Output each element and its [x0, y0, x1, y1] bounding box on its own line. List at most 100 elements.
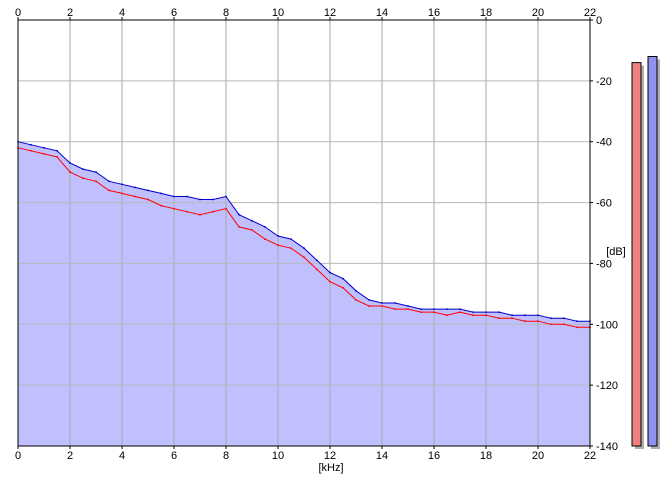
data-point — [251, 219, 253, 222]
axes-layer — [17, 19, 591, 447]
data-point — [550, 317, 552, 320]
data-point — [446, 314, 448, 317]
data-point — [56, 156, 58, 158]
data-point — [173, 207, 175, 210]
spectrum-fill-area — [18, 141, 590, 446]
data-point — [43, 153, 45, 155]
x-tick-label-bottom: 10 — [272, 450, 284, 462]
data-point — [511, 314, 513, 317]
data-point — [498, 317, 500, 320]
data-point — [316, 268, 318, 271]
data-point — [368, 299, 370, 301]
data-point — [498, 311, 500, 313]
data-point — [238, 213, 240, 216]
data-point — [368, 305, 370, 307]
data-point — [511, 317, 513, 320]
x-tick-label-top: 6 — [171, 7, 177, 19]
data-point — [576, 326, 578, 329]
data-point — [95, 171, 97, 174]
x-tick-label-bottom: 0 — [15, 450, 21, 462]
data-point — [407, 308, 409, 310]
data-point — [563, 323, 565, 326]
data-point — [537, 320, 539, 323]
x-tick-label-bottom: 14 — [376, 450, 388, 462]
data-point — [472, 314, 474, 317]
data-point — [134, 186, 136, 189]
data-point — [394, 302, 396, 304]
x-tick-label-bottom: 18 — [480, 450, 492, 462]
data-point — [381, 302, 383, 304]
y-tick-label: -100 — [596, 319, 618, 331]
data-point — [381, 305, 383, 307]
tick-labels-layer: 002244668810101212141416161818202022220-… — [15, 7, 618, 462]
data-point — [277, 244, 279, 247]
data-point — [69, 162, 71, 164]
data-point — [160, 192, 162, 195]
spectrum-fill-layer — [18, 141, 590, 446]
data-point — [524, 320, 526, 323]
data-point — [303, 247, 305, 250]
data-point — [433, 308, 435, 310]
data-point — [108, 180, 110, 183]
level-meter-bar — [647, 56, 658, 447]
data-point — [225, 195, 227, 198]
x-tick-label-top: 20 — [532, 7, 544, 19]
x-tick-label-bottom: 2 — [67, 450, 73, 462]
data-point — [121, 183, 123, 186]
data-point — [329, 280, 331, 283]
x-tick-label-top: 12 — [324, 7, 336, 19]
data-point — [316, 259, 318, 262]
x-tick-label-top: 22 — [584, 7, 596, 19]
data-point — [199, 198, 201, 201]
x-tick-label-top: 14 — [376, 7, 388, 19]
data-point — [459, 311, 461, 313]
data-point — [43, 146, 45, 149]
data-point — [212, 198, 214, 201]
data-point — [329, 271, 331, 274]
x-tick-label-bottom: 22 — [584, 450, 596, 462]
data-point — [147, 198, 149, 201]
data-point — [108, 189, 110, 192]
level-meters — [631, 56, 660, 450]
data-point — [212, 210, 214, 213]
data-point — [30, 149, 32, 152]
data-point — [472, 311, 474, 313]
data-point — [446, 308, 448, 310]
data-point — [290, 247, 292, 250]
y-axis-label: [dB] — [606, 246, 626, 258]
data-point — [459, 308, 461, 310]
data-point — [420, 311, 422, 313]
y-tick-label: -40 — [596, 137, 612, 149]
data-point — [186, 195, 188, 198]
data-point — [121, 192, 123, 195]
data-point — [485, 314, 487, 317]
x-tick-label-top: 2 — [67, 7, 73, 19]
data-point — [537, 314, 539, 317]
data-point — [69, 171, 71, 174]
x-tick-label-bottom: 8 — [223, 450, 229, 462]
y-tick-label: -140 — [596, 441, 618, 453]
data-point — [251, 229, 253, 231]
data-point — [134, 195, 136, 198]
data-point — [290, 238, 292, 241]
y-tick-label: -80 — [596, 258, 612, 270]
data-point — [355, 289, 357, 292]
data-point — [355, 299, 357, 301]
x-tick-label-top: 10 — [272, 7, 284, 19]
data-point — [199, 213, 201, 216]
x-tick-label-top: 4 — [119, 7, 125, 19]
data-point — [82, 168, 84, 171]
data-point — [342, 277, 344, 280]
x-axis-label: [kHz] — [318, 462, 343, 474]
data-point — [394, 308, 396, 310]
data-point — [186, 210, 188, 213]
level-meter-bar — [631, 62, 642, 447]
x-tick-label-top: 18 — [480, 7, 492, 19]
x-tick-label-top: 8 — [223, 7, 229, 19]
data-point — [225, 207, 227, 210]
data-point — [264, 238, 266, 241]
data-point — [485, 311, 487, 313]
x-tick-label-top: 0 — [15, 7, 21, 19]
